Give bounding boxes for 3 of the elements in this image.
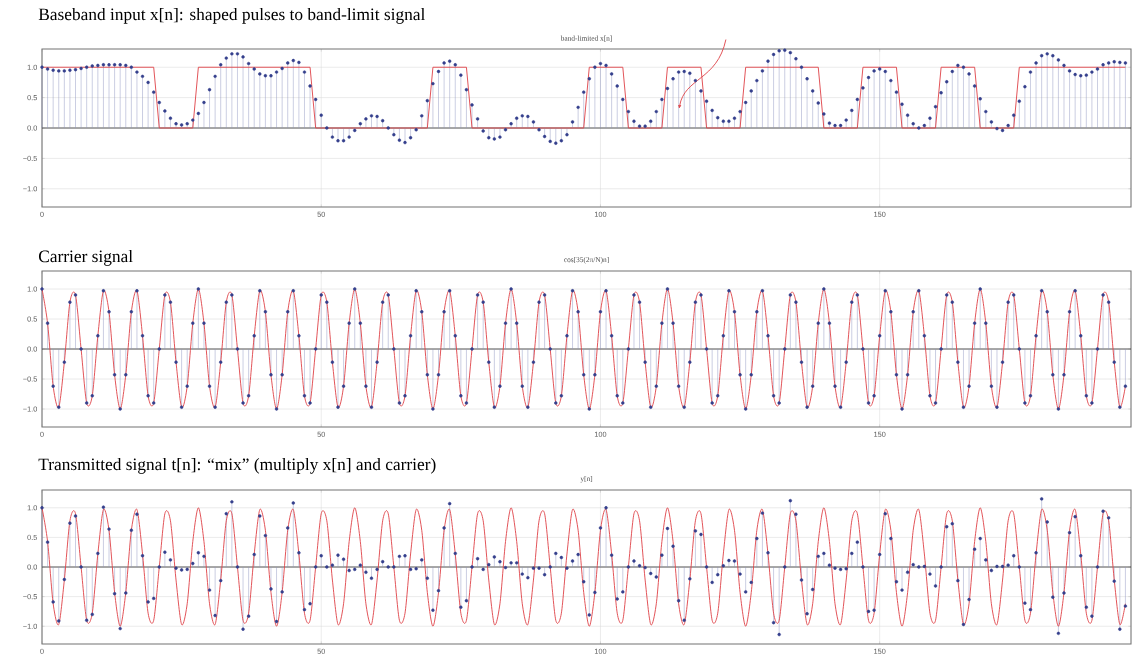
chart-title: Transmitted signal t[n]: “mix” (multiply x[n] and carrier) bbox=[38, 457, 436, 474]
chart-title: Carrier signal bbox=[38, 249, 133, 266]
chart-title: Baseband input x[n]: shaped pulses to band-limit signal bbox=[38, 7, 426, 24]
